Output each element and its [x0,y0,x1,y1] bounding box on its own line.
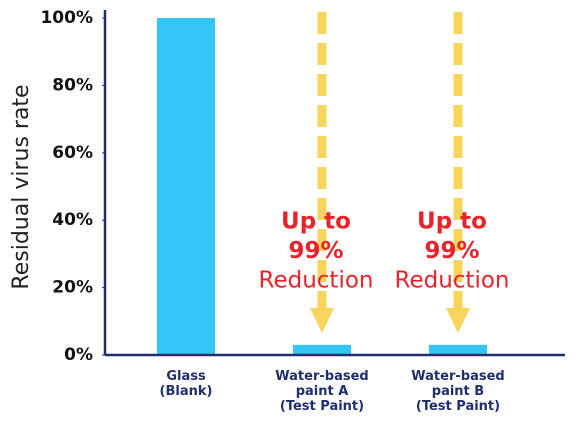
y-axis-title: Residual virus rate [9,84,34,289]
y-tick-label: 100% [40,8,93,28]
annotation: Reduction [395,268,510,294]
x-tick-label: Water-based paint A (Test Paint) [275,369,368,414]
y-tick-label: 40% [52,210,93,230]
bar [293,344,351,355]
arrow-head [446,308,470,333]
x-tick-label: Water-based paint B (Test Paint) [411,369,504,414]
annotation: Reduction [259,268,374,294]
annotation: 99% [288,238,343,264]
annotation: 99% [424,238,479,264]
y-tick-label: 20% [52,278,93,298]
annotation: Up to [417,209,487,235]
y-tick-label: 80% [52,75,93,95]
x-tick-label: Glass (Blank) [160,369,213,399]
y-tick-label: 0% [64,345,93,365]
bar [429,344,487,355]
annotation: Up to [281,209,351,235]
y-tick-label: 60% [52,143,93,163]
bar [157,18,215,355]
arrow-head [310,308,334,333]
